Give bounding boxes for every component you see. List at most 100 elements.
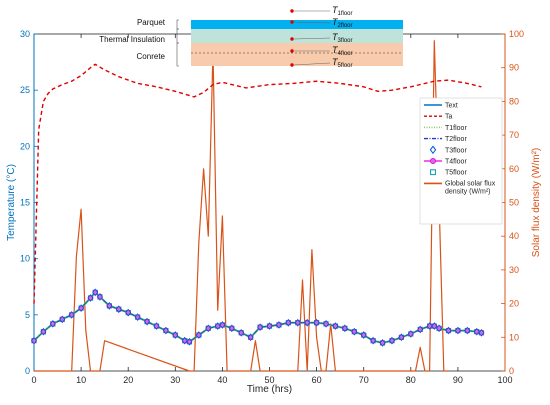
t4floor-marker <box>323 321 329 327</box>
series-solar-flux-line <box>34 40 449 372</box>
y-right-tick-label: 100 <box>509 29 524 39</box>
t4floor-marker <box>370 337 376 344</box>
t3floor-marker <box>181 336 188 345</box>
sensor-label: T2floor <box>332 17 353 29</box>
t4floor-marker <box>229 325 235 332</box>
t3floor-marker <box>370 336 377 345</box>
t4floor-marker <box>125 309 131 316</box>
t4floor-marker <box>50 321 56 327</box>
legend-label: T2floor <box>445 136 467 143</box>
t3floor-marker <box>92 288 99 297</box>
sensor-label: T5floor <box>332 57 353 69</box>
t4floor-marker <box>455 327 461 334</box>
inset-layer-2 <box>191 29 403 43</box>
t4floor-marker <box>116 306 122 312</box>
x-tick-label: 90 <box>453 375 463 385</box>
legend-entry: T5floor <box>430 169 467 177</box>
t3floor-marker <box>341 324 348 333</box>
legend-entry: T3floor <box>429 145 467 155</box>
legend-swatch <box>429 145 437 155</box>
legend-label: T3floor <box>445 147 467 154</box>
t4floor-marker <box>417 326 423 333</box>
x-tick-label: 0 <box>31 375 36 385</box>
y-left-tick-label: 25 <box>20 85 30 95</box>
t3floor-marker <box>266 322 273 330</box>
t4floor-marker <box>266 323 273 329</box>
t3floor-marker <box>464 326 471 335</box>
t3floor-marker <box>478 328 485 337</box>
t3floor-marker <box>106 301 113 310</box>
legend-entry: T4floor <box>424 157 467 166</box>
t3floor-marker <box>407 330 414 338</box>
y-left-tick-label: 15 <box>20 198 30 208</box>
t3floor-marker <box>153 322 160 330</box>
t4floor-marker <box>389 337 395 344</box>
t4floor-marker <box>398 334 405 341</box>
t4floor-marker <box>473 328 480 335</box>
sensor-dot <box>290 20 294 24</box>
t3floor-marker <box>214 322 221 330</box>
legend-label: T5floor <box>445 170 467 177</box>
y-right-tick-label: 0 <box>509 366 514 376</box>
t3floor-marker <box>276 321 282 329</box>
t3floor-marker <box>360 331 367 339</box>
t4floor-marker <box>40 328 47 335</box>
sensor-dot <box>290 49 294 53</box>
y-left-axis-label: Temperature (°C) <box>6 164 17 241</box>
sensor-label: T1floor <box>332 5 353 17</box>
sensor-dot <box>290 37 294 41</box>
t4floor-marker <box>351 328 358 335</box>
inset-layer-label: Conrete <box>137 52 166 61</box>
inset-bracket <box>176 42 179 67</box>
t4floor-marker <box>478 330 485 336</box>
t3floor-marker <box>205 324 212 333</box>
legend-label-line2: density (W/m²) <box>445 188 491 195</box>
t4floor-marker <box>464 327 471 334</box>
y-left-tick-label: 30 <box>20 29 30 39</box>
t4floor-marker <box>304 319 310 326</box>
t4floor-marker <box>59 316 66 323</box>
y-right-axis-label: Solar flux density (W/m²) <box>531 148 542 257</box>
inset-layer-label: Parquet <box>137 18 166 27</box>
t3floor-marker <box>379 339 386 347</box>
sensor-dot <box>290 9 294 13</box>
t3floor-marker <box>87 294 94 302</box>
legend-entry: Ta <box>424 114 453 121</box>
t4floor-marker <box>214 323 221 329</box>
y-right-tick-label: 40 <box>509 231 519 241</box>
t4floor-marker <box>445 327 452 334</box>
y-right-tick-label: 50 <box>509 198 519 208</box>
t3floor-marker <box>431 322 438 330</box>
y-right-tick-label: 70 <box>509 130 519 140</box>
sensor-leader <box>293 62 331 66</box>
y-right-tick-label: 90 <box>509 63 519 73</box>
legend-entry: T1floor <box>424 125 467 132</box>
t4floor-marker <box>426 323 433 329</box>
t3floor-marker <box>313 318 320 327</box>
legend-marker <box>429 157 436 164</box>
t3floor-marker <box>351 327 358 336</box>
t3floor-marker <box>426 322 433 330</box>
t4floor-marker <box>238 330 244 336</box>
t4floor-marker <box>153 323 160 329</box>
t4floor-marker <box>144 318 150 325</box>
sensor-dot <box>290 63 294 67</box>
legend-entry: Text <box>424 103 458 110</box>
t3floor-marker <box>304 318 311 327</box>
t3floor-marker <box>59 315 66 324</box>
t3floor-marker <box>162 326 169 335</box>
t3floor-marker <box>445 326 452 335</box>
t3floor-marker <box>436 324 442 333</box>
t3floor-marker <box>78 304 84 312</box>
t3floor-marker <box>285 318 292 327</box>
x-tick-label: 80 <box>406 375 416 385</box>
t4floor-marker <box>379 340 386 346</box>
t3floor-marker <box>294 318 301 327</box>
x-tick-label: 40 <box>217 375 227 385</box>
t3floor-marker <box>49 319 56 328</box>
y-right-tick-label: 20 <box>509 299 519 309</box>
t3floor-marker <box>332 322 339 330</box>
t3floor-marker <box>125 308 132 317</box>
